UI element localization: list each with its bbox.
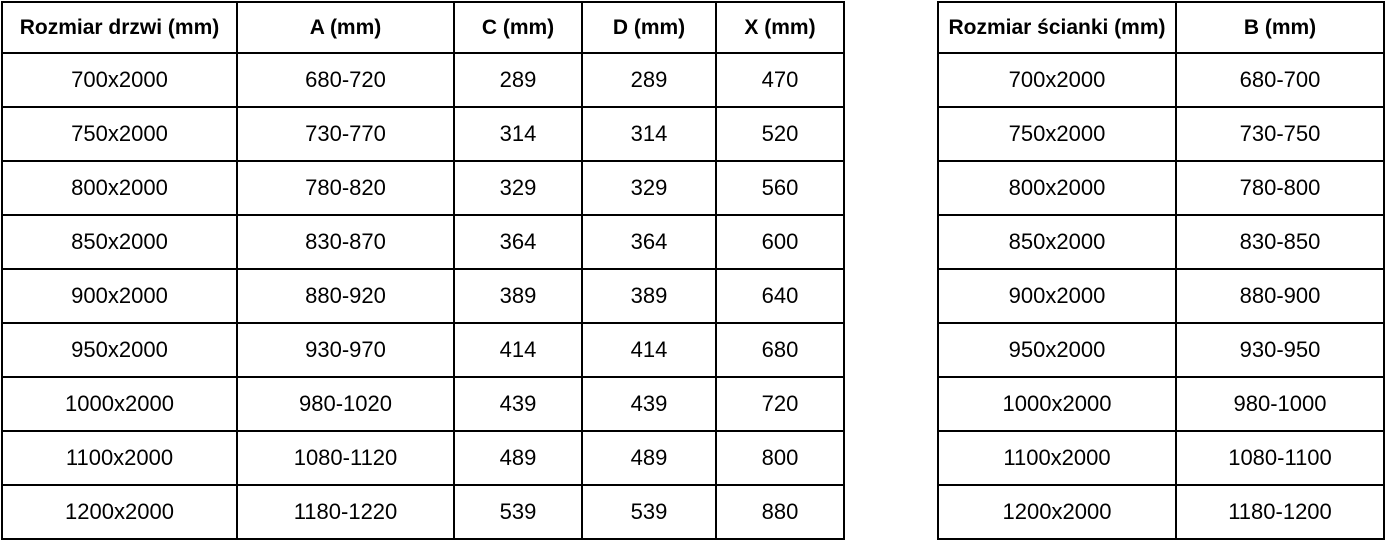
- table-row: 700x2000 680-720 289 289 470: [1, 52, 845, 108]
- cell-a: 780-820: [236, 160, 455, 216]
- cell-c: 329: [453, 160, 583, 216]
- cell-door-size: 1100x2000: [1, 430, 238, 486]
- cell-wall-size: 900x2000: [937, 268, 1177, 324]
- cell-b: 930-950: [1175, 322, 1385, 378]
- table-row: 800x2000 780-800: [937, 160, 1385, 216]
- cell-wall-size: 1000x2000: [937, 376, 1177, 432]
- cell-c: 489: [453, 430, 583, 486]
- cell-x: 520: [715, 106, 845, 162]
- cell-d: 539: [581, 484, 717, 540]
- cell-d: 289: [581, 52, 717, 108]
- cell-wall-size: 950x2000: [937, 322, 1177, 378]
- table-row: 1100x2000 1080-1100: [937, 430, 1385, 486]
- cell-door-size: 1200x2000: [1, 484, 238, 540]
- cell-door-size: 850x2000: [1, 214, 238, 270]
- cell-d: 489: [581, 430, 717, 486]
- table-row: 1200x2000 1180-1200: [937, 484, 1385, 540]
- cell-d: 389: [581, 268, 717, 324]
- cell-wall-size: 700x2000: [937, 52, 1177, 108]
- cell-b: 1080-1100: [1175, 430, 1385, 486]
- cell-a: 830-870: [236, 214, 455, 270]
- cell-door-size: 750x2000: [1, 106, 238, 162]
- cell-x: 680: [715, 322, 845, 378]
- table-row: 800x2000 780-820 329 329 560: [1, 160, 845, 216]
- cell-a: 730-770: [236, 106, 455, 162]
- door-size-table: Rozmiar drzwi (mm) A (mm) C (mm) D (mm) …: [1, 1, 845, 540]
- column-header-rozmiar-drzwi: Rozmiar drzwi (mm): [1, 1, 238, 54]
- cell-c: 289: [453, 52, 583, 108]
- cell-a: 880-920: [236, 268, 455, 324]
- cell-b: 880-900: [1175, 268, 1385, 324]
- cell-a: 1180-1220: [236, 484, 455, 540]
- column-header-d: D (mm): [581, 1, 717, 54]
- cell-door-size: 1000x2000: [1, 376, 238, 432]
- column-header-rozmiar-scianki: Rozmiar ścianki (mm): [937, 1, 1177, 54]
- column-header-a: A (mm): [236, 1, 455, 54]
- cell-a: 980-1020: [236, 376, 455, 432]
- cell-x: 880: [715, 484, 845, 540]
- table-row: 950x2000 930-970 414 414 680: [1, 322, 845, 378]
- cell-wall-size: 750x2000: [937, 106, 1177, 162]
- cell-door-size: 700x2000: [1, 52, 238, 108]
- table-row: 1200x2000 1180-1220 539 539 880: [1, 484, 845, 540]
- cell-d: 329: [581, 160, 717, 216]
- column-header-c: C (mm): [453, 1, 583, 54]
- cell-c: 439: [453, 376, 583, 432]
- table-row: 1000x2000 980-1020 439 439 720: [1, 376, 845, 432]
- cell-c: 414: [453, 322, 583, 378]
- cell-a: 680-720: [236, 52, 455, 108]
- cell-d: 439: [581, 376, 717, 432]
- cell-c: 364: [453, 214, 583, 270]
- cell-b: 780-800: [1175, 160, 1385, 216]
- table-row: 700x2000 680-700: [937, 52, 1385, 108]
- cell-b: 980-1000: [1175, 376, 1385, 432]
- cell-c: 539: [453, 484, 583, 540]
- cell-c: 389: [453, 268, 583, 324]
- cell-door-size: 950x2000: [1, 322, 238, 378]
- cell-c: 314: [453, 106, 583, 162]
- cell-b: 680-700: [1175, 52, 1385, 108]
- cell-x: 800: [715, 430, 845, 486]
- cell-door-size: 800x2000: [1, 160, 238, 216]
- table-row: 850x2000 830-870 364 364 600: [1, 214, 845, 270]
- table-row: 1000x2000 980-1000: [937, 376, 1385, 432]
- cell-d: 314: [581, 106, 717, 162]
- door-table-header-row: Rozmiar drzwi (mm) A (mm) C (mm) D (mm) …: [1, 1, 845, 54]
- cell-a: 930-970: [236, 322, 455, 378]
- table-row: 900x2000 880-900: [937, 268, 1385, 324]
- cell-a: 1080-1120: [236, 430, 455, 486]
- cell-x: 720: [715, 376, 845, 432]
- cell-b: 1180-1200: [1175, 484, 1385, 540]
- table-row: 750x2000 730-750: [937, 106, 1385, 162]
- column-header-x: X (mm): [715, 1, 845, 54]
- cell-b: 830-850: [1175, 214, 1385, 270]
- cell-wall-size: 1200x2000: [937, 484, 1177, 540]
- table-row: 850x2000 830-850: [937, 214, 1385, 270]
- cell-wall-size: 1100x2000: [937, 430, 1177, 486]
- cell-x: 640: [715, 268, 845, 324]
- wall-table-header-row: Rozmiar ścianki (mm) B (mm): [937, 1, 1385, 54]
- cell-wall-size: 800x2000: [937, 160, 1177, 216]
- cell-d: 364: [581, 214, 717, 270]
- cell-x: 560: [715, 160, 845, 216]
- cell-d: 414: [581, 322, 717, 378]
- table-row: 900x2000 880-920 389 389 640: [1, 268, 845, 324]
- cell-door-size: 900x2000: [1, 268, 238, 324]
- cell-wall-size: 850x2000: [937, 214, 1177, 270]
- cell-b: 730-750: [1175, 106, 1385, 162]
- cell-x: 600: [715, 214, 845, 270]
- column-header-b: B (mm): [1175, 1, 1385, 54]
- table-row: 1100x2000 1080-1120 489 489 800: [1, 430, 845, 486]
- table-row: 750x2000 730-770 314 314 520: [1, 106, 845, 162]
- cell-x: 470: [715, 52, 845, 108]
- table-row: 950x2000 930-950: [937, 322, 1385, 378]
- wall-size-table: Rozmiar ścianki (mm) B (mm) 700x2000 680…: [937, 1, 1385, 540]
